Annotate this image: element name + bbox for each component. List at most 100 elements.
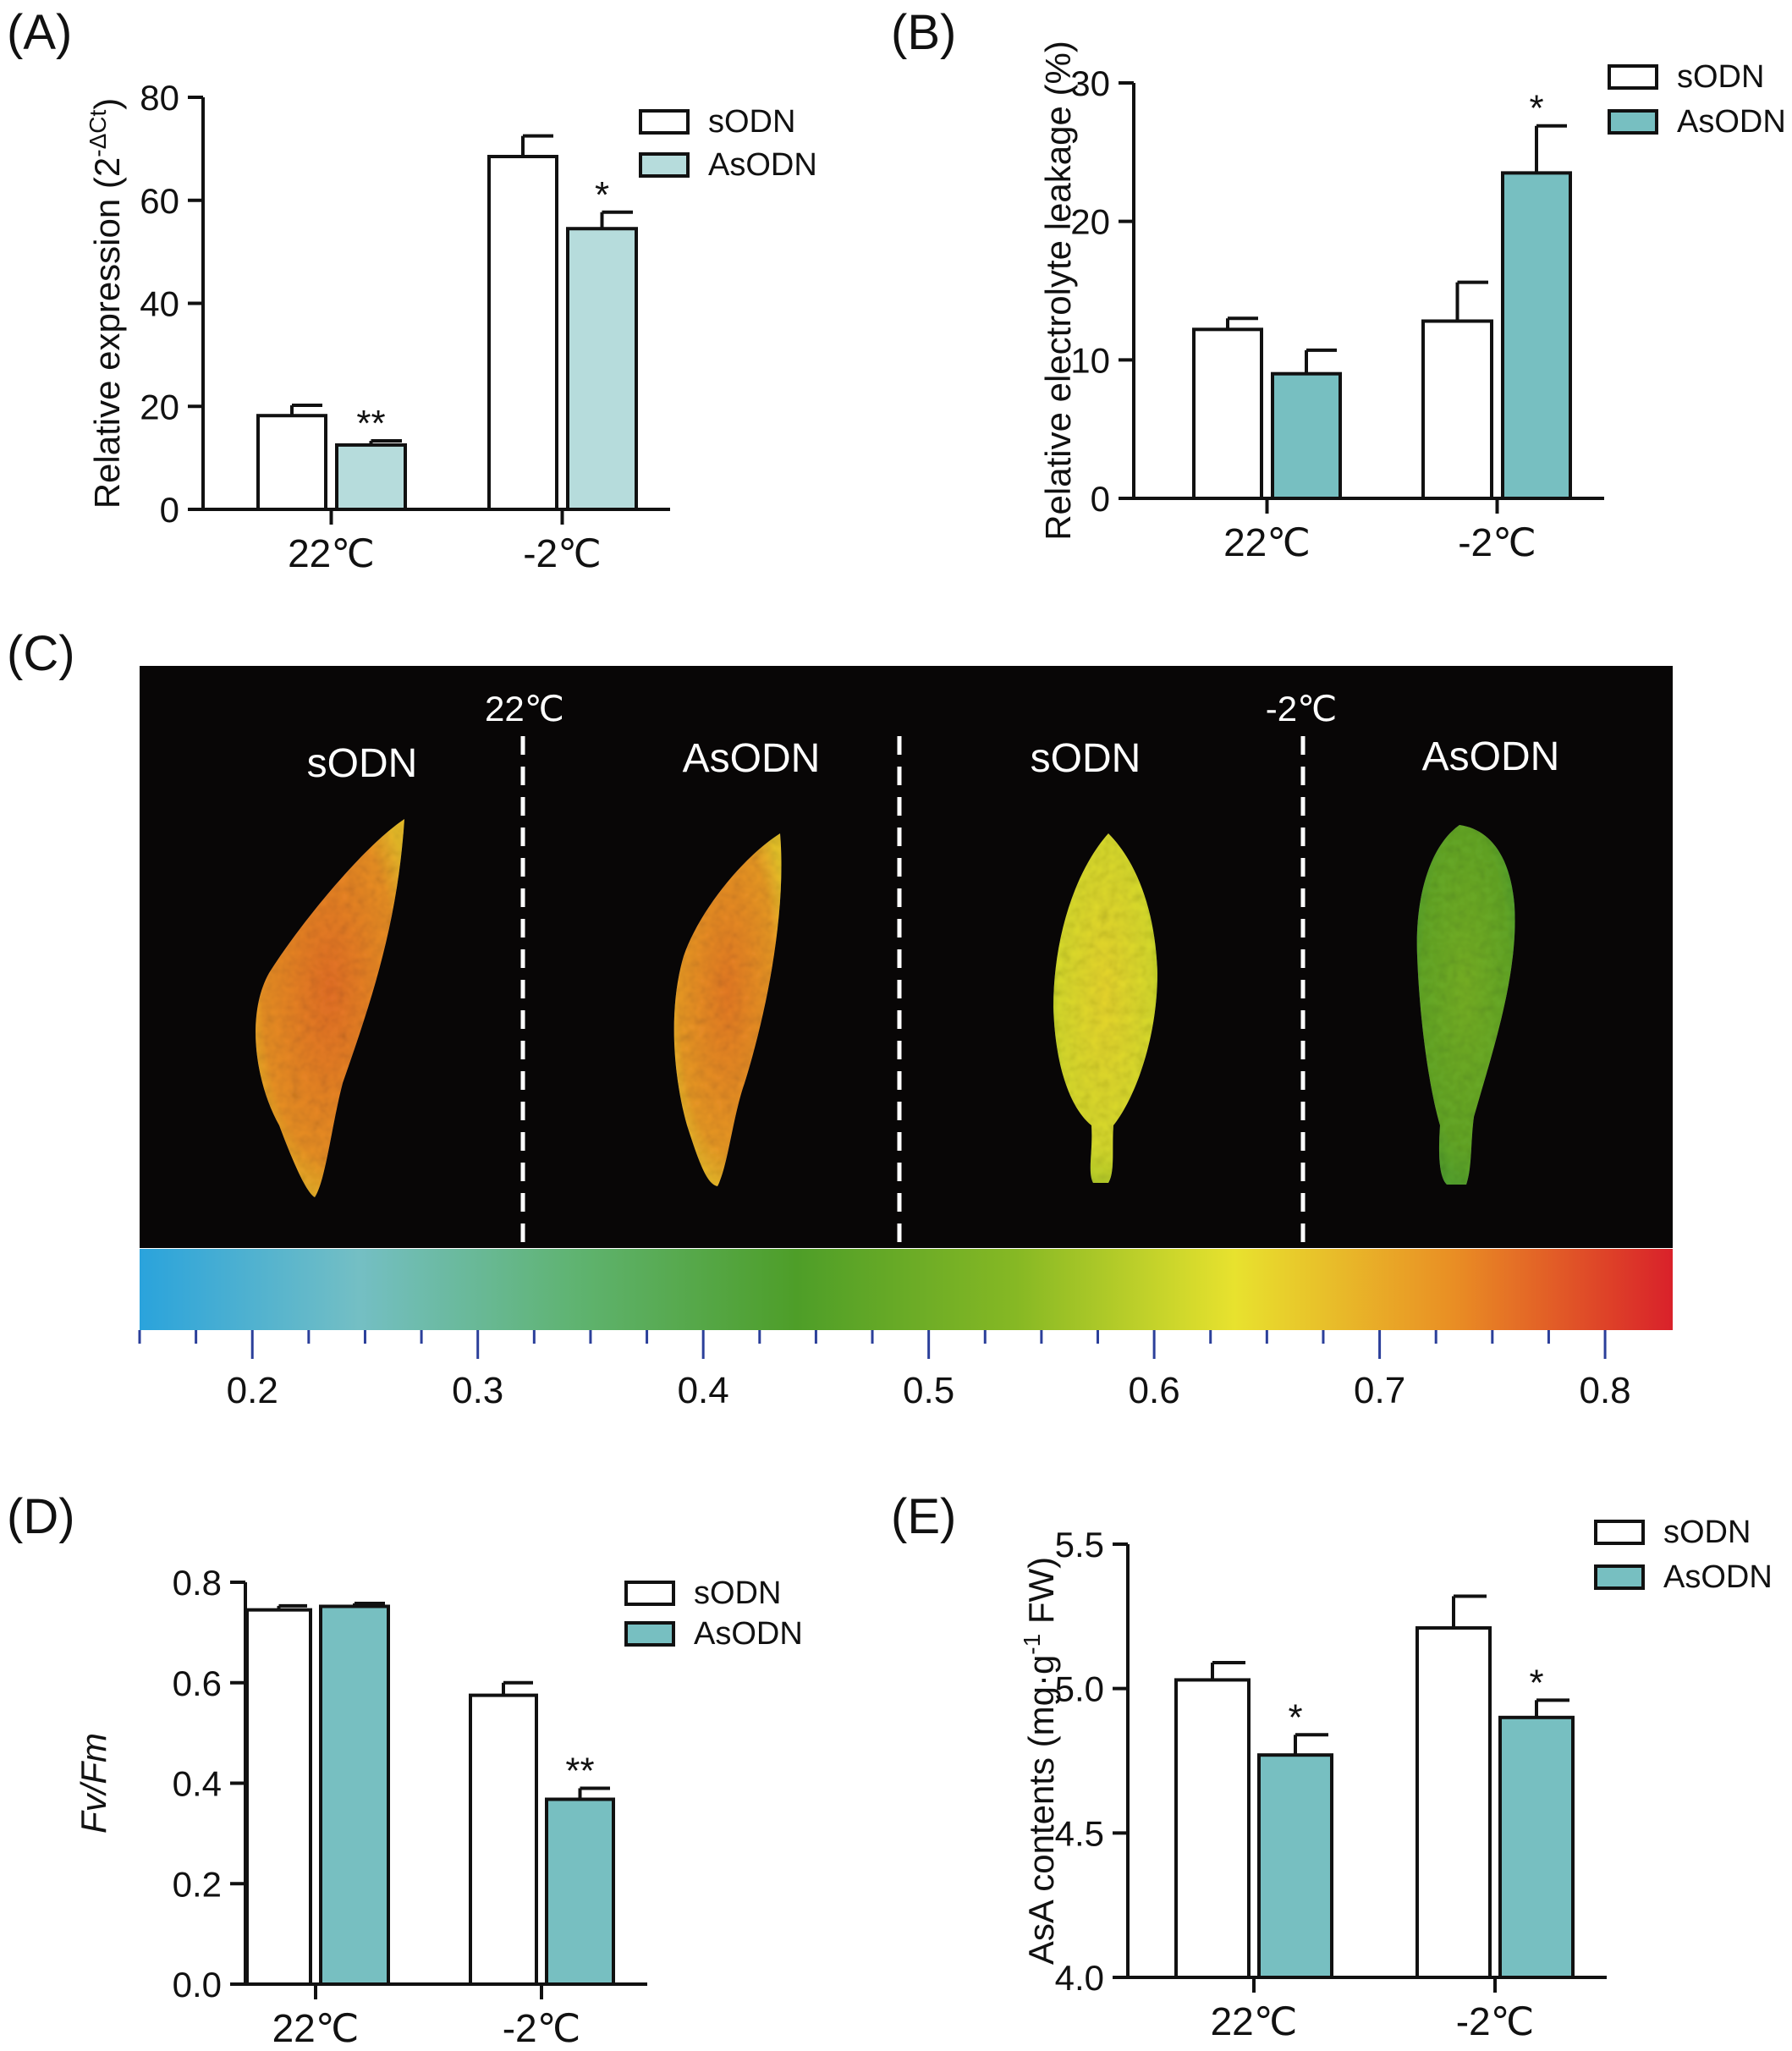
significance-mark: * [1529,88,1543,129]
legend-label: sODN [694,1575,781,1611]
bar-asodn-warm [1271,371,1342,501]
legend-label: AsODN [1677,104,1786,140]
y-tick-label: 0.6 [173,1663,222,1703]
x-tick-label: 22℃ [272,2006,360,2050]
bar-sodn-cold [1415,1625,1492,1980]
leaf-images [256,819,1515,1197]
bar-sodn-warm [256,414,327,511]
legend-label: sODN [1677,59,1764,95]
colorbar-tick-label: 0.8 [1579,1370,1630,1411]
bar-sodn-warm [1174,1678,1251,1979]
leaf-image-4 [1416,825,1515,1185]
y-axis-label: Relative electrolyte leakage (%) [1038,41,1078,541]
bar-sodn-warm [245,1608,312,1986]
y-tick-label: 10 [1070,340,1110,380]
legend-label: AsODN [694,1616,803,1652]
imaging-background [140,666,1673,1248]
y-tick-label: 60 [140,181,179,221]
x-tick-label: 22℃ [1211,1999,1298,2043]
y-tick-label: 0 [1091,479,1110,519]
treatment-label: sODN [307,741,418,786]
legend-label: sODN [708,104,795,140]
y-tick-label: 30 [1070,63,1110,103]
y-axis-label: Relative expression (2-ΔCt) [85,98,127,509]
panel-label: (E) [891,1489,956,1544]
significance-mark: * [1288,1696,1302,1738]
colorbar-tick-label: 0.2 [227,1370,278,1411]
legend-swatch [1594,1564,1645,1590]
bar-asodn-cold [1501,171,1572,500]
legend-swatch [1594,1520,1645,1545]
leaf-image-3 [1053,833,1157,1183]
significance-mark: * [1529,1662,1543,1703]
leaf-image-2 [673,833,782,1186]
colorbar-tick-label: 0.3 [452,1370,503,1411]
temperature-label: -2℃ [1266,689,1338,729]
colorbar-tick-label: 0.6 [1129,1370,1180,1411]
chart-panel-e: (E) 4.0 4.5 5.0 5.5 22℃ -2℃ AsA contents (mg·g-… [891,1489,1773,2043]
legend-label: AsODN [708,147,817,183]
bar-asodn-warm [319,1604,390,1986]
legend-swatch [624,1581,675,1606]
x-tick-label: 22℃ [1223,520,1311,564]
colorbar-tick-label: 0.4 [678,1370,729,1411]
x-tick-label: -2℃ [503,2006,581,2050]
significance-mark: ** [356,403,385,444]
y-tick-label: 4.5 [1055,1813,1104,1853]
panel-label: (A) [7,5,72,60]
bar-asodn-cold [545,1797,615,1986]
treatment-label: sODN [1031,736,1141,781]
bar-asodn-warm [1257,1753,1333,1979]
y-tick-label: 40 [140,284,179,324]
y-axis-label: AsA contents (mg·g-1 FW) [1019,1557,1061,1965]
colorbar-tick-label: 0.5 [903,1370,954,1411]
colorbar [140,1249,1673,1330]
significance-mark: ** [565,1750,594,1791]
legend-swatch [639,109,690,135]
temperature-label: 22℃ [485,689,564,729]
x-tick-label: 22℃ [288,531,375,575]
treatment-label: AsODN [1422,734,1560,779]
significance-mark: * [595,174,609,216]
legend-swatch [624,1621,675,1647]
y-tick-label: 0.2 [173,1864,222,1904]
legend-swatch [1608,64,1658,90]
x-tick-label: -2℃ [523,531,602,575]
y-tick-label: 20 [1070,202,1110,242]
colorbar-axis: 0.2 0.3 0.4 0.5 0.6 0.7 0.8 [138,1330,1631,1411]
legend-label: sODN [1663,1515,1751,1550]
legend-label: AsODN [1663,1559,1773,1595]
y-tick-label: 5.5 [1055,1525,1104,1564]
bar-charts: (A) 0 20 40 60 80 22℃ -2℃ Relative expression (2… [7,5,1786,2050]
panel-c-imaging: 0.2 0.3 0.4 0.5 0.6 0.7 0.8 (C) 22℃ -2℃ sODN AsODN… [7,626,1673,1411]
bar-sodn-warm [1192,327,1263,500]
y-tick-label: 0.4 [173,1764,222,1804]
panel-label: (B) [891,5,956,60]
y-tick-label: 4.0 [1055,1958,1104,1998]
y-tick-label: 0.8 [173,1563,222,1603]
bar-asodn-cold [1498,1715,1575,1980]
bar-asodn-cold [566,227,638,511]
y-tick-label: 0 [160,490,179,530]
y-tick-label: 5.0 [1055,1669,1104,1709]
y-axis-label: Fv/Fm [74,1733,113,1834]
bar-sodn-cold [487,155,558,511]
bar-asodn-warm [335,443,407,511]
legend-swatch [1608,109,1658,135]
treatment-label: AsODN [683,736,821,781]
chart-panel-a: (A) 0 20 40 60 80 22℃ -2℃ Relative expression (2… [7,5,817,575]
chart-panel-b: (B) 0 10 20 30 22℃ -2℃ Relative electrolyte lea… [891,5,1786,564]
panel-label: (D) [7,1489,75,1544]
x-tick-label: -2℃ [1458,520,1536,564]
y-tick-label: 0.0 [173,1965,222,2004]
x-tick-label: -2℃ [1456,1999,1535,2043]
panel-label: (C) [7,626,75,681]
legend-swatch [639,152,690,178]
chart-panel-d: (D) 0.0 0.2 0.4 0.6 0.8 22℃ -2℃ Fv/Fm ** sODN AsODN [7,1489,803,2050]
colorbar-tick-label: 0.7 [1354,1370,1405,1411]
bar-sodn-cold [1421,319,1493,500]
y-tick-label: 20 [140,387,179,426]
leaf-image-1 [256,819,404,1197]
y-tick-label: 80 [140,78,179,118]
